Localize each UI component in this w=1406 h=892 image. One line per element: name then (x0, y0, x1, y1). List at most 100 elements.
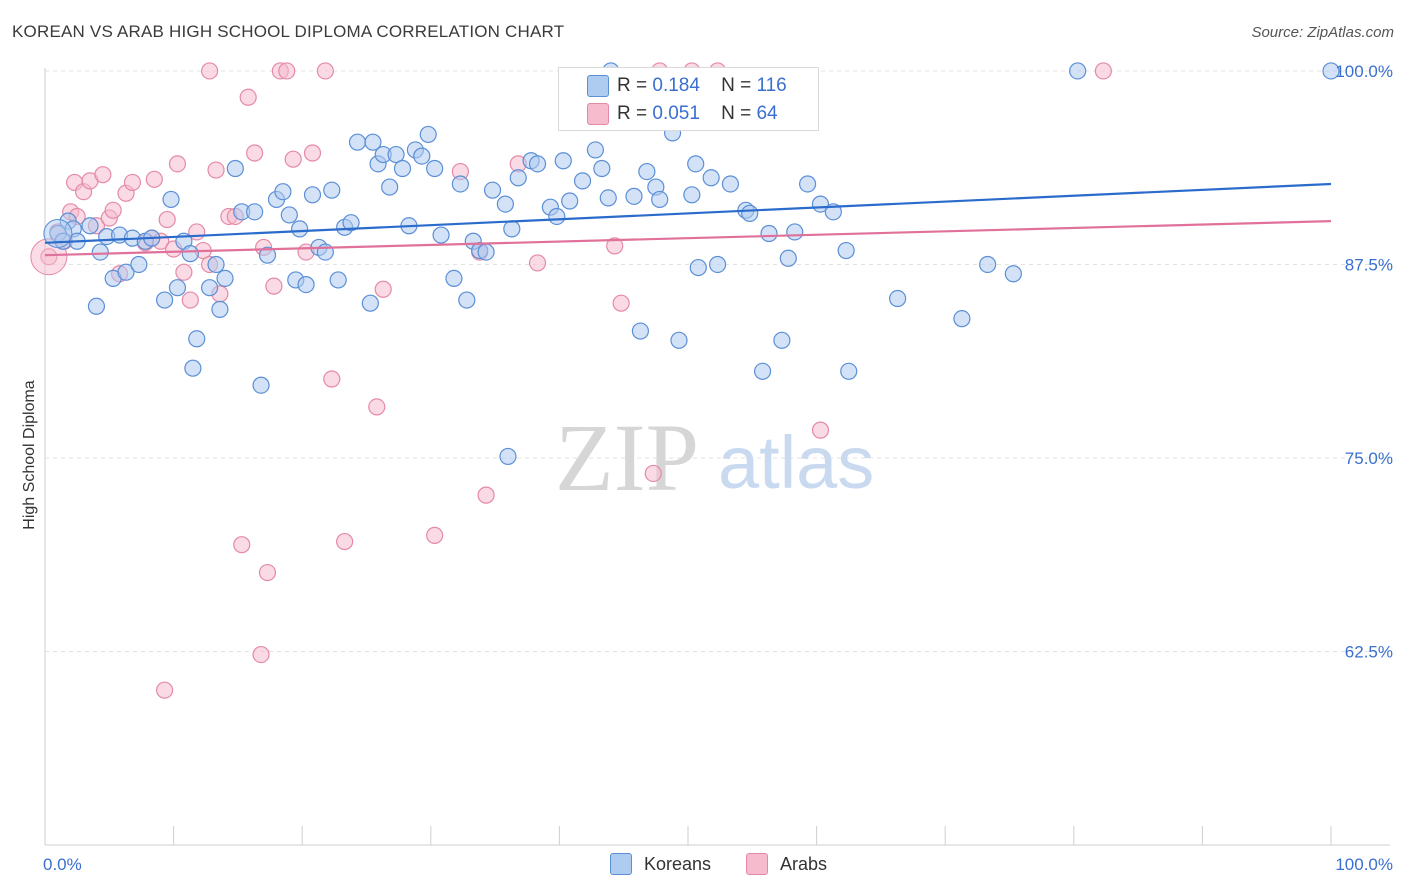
arab-point (528, 254, 547, 272)
bottom-legend-label-koreans: Koreans (644, 853, 712, 874)
korean-point (483, 181, 502, 199)
y-tick-label: 75.0% (1345, 449, 1393, 468)
korean-point (211, 300, 229, 318)
arab-point (284, 150, 302, 168)
arab-point (606, 237, 624, 255)
korean-point (503, 220, 521, 238)
legend-swatch-koreans (587, 75, 609, 97)
korean-point (509, 169, 527, 187)
korean-point (258, 246, 277, 264)
legend-n-label: N = (721, 75, 752, 96)
korean-point (246, 203, 264, 221)
watermark-atlas: atlas (718, 421, 874, 504)
korean-point (387, 145, 405, 164)
x-tick-label: 0.0% (43, 855, 82, 874)
korean-point (303, 186, 322, 204)
legend-n-value: 116 (756, 75, 787, 96)
korean-point (798, 175, 817, 193)
bottom-legend-swatch-koreans (610, 853, 632, 875)
arab-point (368, 398, 386, 416)
watermark: ZIP atlas (555, 404, 874, 511)
korean-point (323, 181, 341, 199)
korean-point (753, 362, 772, 380)
korean-point (625, 187, 643, 205)
korean-point (548, 207, 566, 226)
korean-point (573, 172, 592, 190)
y-tick-label: 87.5% (1345, 255, 1393, 274)
korean-point (477, 243, 495, 261)
arab-point (265, 277, 283, 295)
bottom-legend-label-arabs: Arabs (780, 853, 828, 874)
korean-point (979, 255, 997, 274)
korean-point (638, 162, 656, 181)
trend-lines (44, 182, 1332, 257)
legend-n-label: N = (721, 103, 752, 124)
korean-point (393, 159, 412, 178)
arab-point (323, 370, 341, 388)
korean-point (1322, 62, 1340, 80)
arab-point (145, 170, 163, 188)
arab-point (1094, 62, 1112, 80)
korean-point (381, 178, 399, 196)
korean-point (840, 362, 858, 380)
korean-point (280, 206, 298, 224)
korean-point (168, 279, 187, 297)
korean-point (426, 159, 444, 178)
korean-point (683, 186, 701, 204)
korean-point (419, 125, 437, 144)
arab-point (246, 144, 264, 162)
arab-point (811, 421, 830, 439)
arab-point (426, 526, 444, 544)
arab-point (233, 536, 251, 554)
arab-point (168, 155, 187, 173)
korean-point (528, 155, 547, 173)
korean-point (348, 133, 367, 151)
legend-r-label: R = (617, 103, 648, 124)
korean-point (252, 376, 270, 394)
korean-point (779, 249, 797, 267)
arab-point (252, 645, 270, 664)
korean-point (361, 294, 379, 312)
arab-point (123, 173, 142, 192)
arab-point (477, 486, 495, 504)
arab-point (258, 563, 277, 582)
y-tick-label: 100.0% (1335, 62, 1393, 81)
korean-point (561, 192, 579, 210)
axes (44, 68, 1390, 846)
x-tick-label: 100.0% (1335, 855, 1393, 874)
korean-point (702, 169, 720, 187)
y-tick-label: 62.5% (1345, 642, 1393, 661)
korean-point (342, 214, 360, 232)
korean-point (445, 269, 463, 288)
korean-point (837, 241, 855, 260)
korean-point (554, 152, 572, 170)
arab-point (104, 201, 122, 219)
arab-point (175, 263, 193, 281)
korean-point (316, 243, 334, 261)
korean-point (599, 189, 617, 207)
korean-point (207, 255, 225, 274)
chart-title: KOREAN VS ARAB HIGH SCHOOL DIPLOMA CORRE… (12, 22, 565, 41)
korean-point (760, 224, 778, 243)
korean-point (184, 359, 202, 377)
bottom-legend-swatch-arabs (746, 853, 768, 875)
korean-point (631, 322, 650, 340)
arab-point (201, 62, 219, 80)
legend-r-value: 0.184 (652, 75, 700, 96)
korean-point (953, 310, 971, 328)
watermark-zip: ZIP (555, 404, 699, 511)
arab-point (374, 280, 392, 298)
korean-point (413, 147, 431, 165)
arabs-trend-line (44, 220, 1332, 257)
arab-point (644, 464, 662, 483)
korean-point (87, 297, 106, 315)
arab-point (303, 144, 322, 162)
korean-point (291, 220, 309, 238)
source-label: Source: ZipAtlas.com (1251, 24, 1394, 41)
korean-point (773, 331, 791, 349)
legend-text-koreans: R = 0.184 N = 116 (617, 75, 787, 97)
koreans-trend-line (44, 182, 1332, 244)
arab-point (94, 166, 112, 184)
bottom-legend-koreans: Koreans (610, 852, 711, 876)
